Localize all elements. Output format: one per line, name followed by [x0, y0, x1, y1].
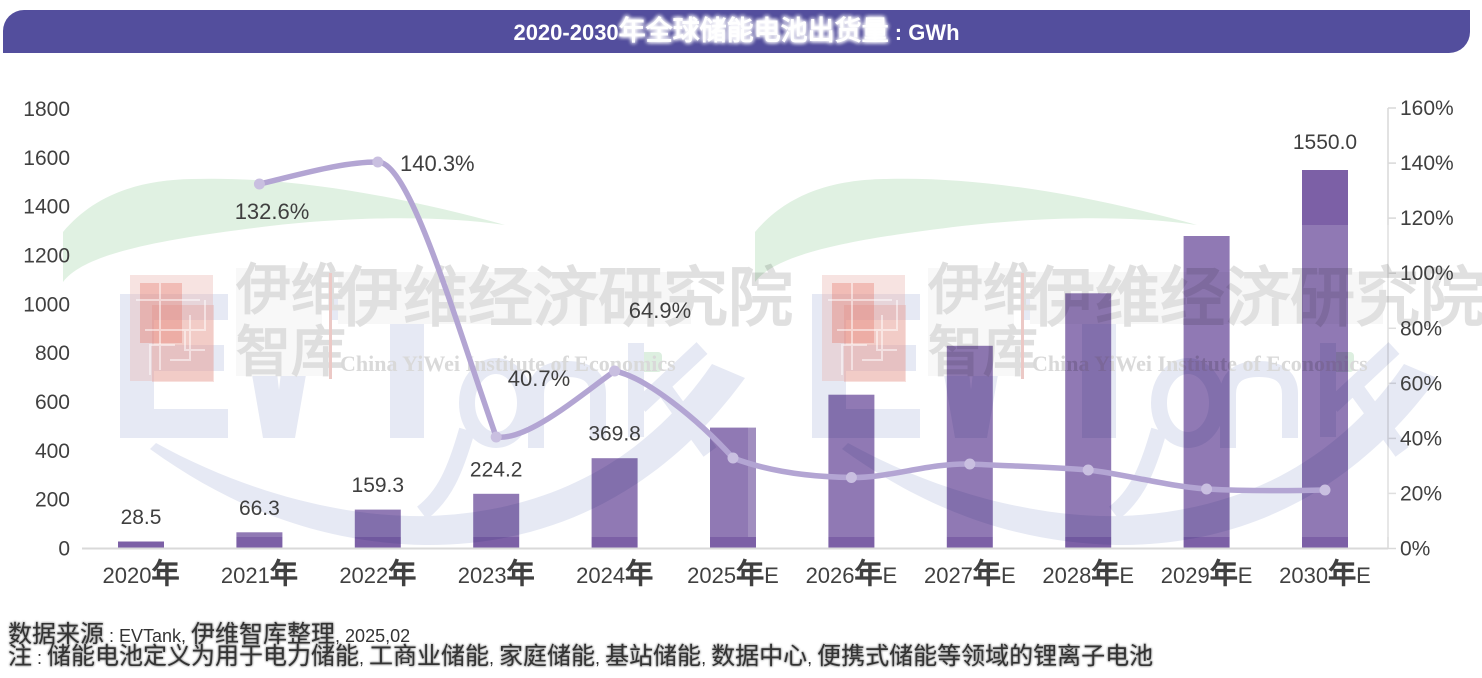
svg-text:80%: 80% — [1400, 317, 1442, 340]
svg-text:224.2: 224.2 — [470, 458, 523, 481]
svg-text:2029年E: 2029年E — [1161, 558, 1253, 589]
svg-text:2020年: 2020年 — [103, 558, 180, 589]
svg-text:智库: 智库 — [928, 321, 1038, 383]
svg-text:100%: 100% — [1400, 262, 1454, 285]
svg-text:伊维经济研究院: 伊维经济研究院 — [1029, 261, 1482, 334]
svg-text:66.3: 66.3 — [239, 497, 280, 520]
svg-text:2026年E: 2026年E — [806, 558, 898, 589]
svg-text:2025年E: 2025年E — [687, 558, 779, 589]
svg-text:40%: 40% — [1400, 427, 1442, 450]
svg-text:1200: 1200 — [23, 245, 70, 268]
svg-text:160%: 160% — [1400, 97, 1454, 120]
svg-text:369.8: 369.8 — [588, 423, 641, 446]
svg-text:2028年E: 2028年E — [1042, 558, 1134, 589]
svg-text:40.7%: 40.7% — [508, 366, 570, 391]
svg-text:2023年: 2023年 — [458, 558, 535, 589]
svg-text:28.5: 28.5 — [121, 506, 162, 529]
svg-text:2027年E: 2027年E — [924, 558, 1016, 589]
svg-text:120%: 120% — [1400, 207, 1454, 230]
svg-text:600: 600 — [35, 391, 70, 414]
svg-text:2021年: 2021年 — [221, 558, 298, 589]
svg-text:China YiWei Institute of Econo: China YiWei Institute of Economics — [1032, 351, 1368, 376]
svg-text:200: 200 — [35, 489, 70, 512]
svg-text:2022年: 2022年 — [339, 558, 416, 589]
svg-text:400: 400 — [35, 440, 70, 463]
svg-text:伊维经济研究院: 伊维经济研究院 — [337, 261, 793, 334]
svg-text:140.3%: 140.3% — [400, 151, 475, 176]
svg-text:0%: 0% — [1400, 538, 1430, 561]
svg-text:伊维: 伊维 — [927, 259, 1038, 321]
svg-text:2030年E: 2030年E — [1279, 558, 1371, 589]
svg-text:60%: 60% — [1400, 372, 1442, 395]
svg-text:64.9%: 64.9% — [629, 298, 691, 323]
svg-text:132.6%: 132.6% — [235, 199, 310, 224]
svg-text:800: 800 — [35, 342, 70, 365]
svg-text:140%: 140% — [1400, 152, 1454, 175]
svg-text:2024年: 2024年 — [576, 558, 653, 589]
svg-text:0: 0 — [58, 538, 70, 561]
svg-text:1000: 1000 — [23, 293, 70, 316]
svg-text:1550.0: 1550.0 — [1293, 131, 1357, 154]
svg-text:159.3: 159.3 — [352, 474, 405, 497]
svg-text:1400: 1400 — [23, 196, 70, 219]
svg-text:20%: 20% — [1400, 482, 1442, 505]
svg-text:智库: 智库 — [236, 321, 346, 383]
svg-text:伊维: 伊维 — [235, 259, 346, 321]
svg-text:1800: 1800 — [23, 98, 70, 121]
svg-text:1600: 1600 — [23, 147, 70, 170]
